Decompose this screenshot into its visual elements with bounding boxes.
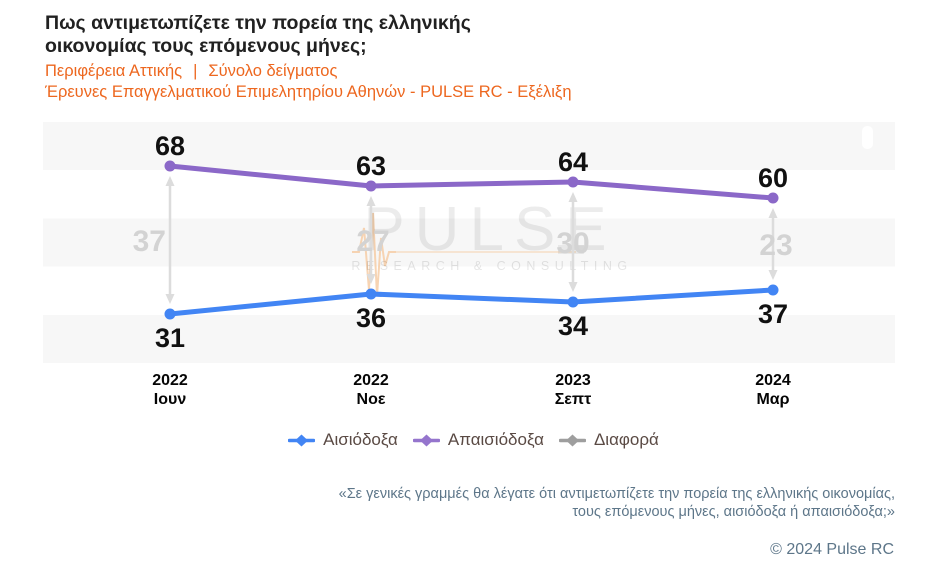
legend-label: Αισιόδοξα <box>323 430 398 449</box>
x-axis-label: 2022 Ιουν <box>115 371 225 409</box>
subtitle-filters: Περιφέρεια Αττικής | Σύνολο δείγματος <box>45 62 337 81</box>
page-title: Πως αντιμετωπίζετε την πορεία της ελληνι… <box>45 12 471 57</box>
page-title-line1: Πως αντιμετωπίζετε την πορεία της ελληνι… <box>45 12 471 34</box>
optimistic-point[interactable] <box>567 296 579 308</box>
subtitle-separator: | <box>193 62 198 80</box>
pessimistic-point[interactable] <box>767 192 779 204</box>
x-axis-month: Νοε <box>356 391 386 408</box>
x-axis-month: Ιουν <box>153 391 187 408</box>
subtitle-source: Έρευνες Επαγγελματικού Επιμελητηρίου Αθη… <box>45 83 572 101</box>
legend-item-pessimistic[interactable]: Απαισιόδοξα <box>412 430 544 450</box>
legend-marker-icon <box>412 434 440 446</box>
optimistic-point[interactable] <box>767 284 779 296</box>
legend-marker-icon <box>288 434 316 446</box>
survey-question-line1: «Σε γενικές γραμμές θα λέγατε ότι αντιμε… <box>338 486 895 502</box>
x-axis-year: 2022 <box>152 372 188 389</box>
legend: Αισιόδοξα Απαισιόδοξα Διαφορά <box>0 430 947 450</box>
x-axis-year: 2024 <box>755 372 791 389</box>
survey-question: «Σε γενικές γραμμές θα λέγατε ότι αντιμε… <box>339 486 895 521</box>
legend-label: Απαισιόδοξα <box>447 430 544 449</box>
plot-area <box>43 122 895 363</box>
subtitle-sample: Σύνολο δείγματος <box>208 62 338 80</box>
x-axis-month: Σεπτ <box>554 391 592 408</box>
subtitle-region: Περιφέρεια Αττικής <box>45 62 183 80</box>
chart-menu-icon[interactable] <box>862 126 873 149</box>
x-axis-year: 2022 <box>353 372 389 389</box>
legend-marker-icon <box>558 434 586 446</box>
x-axis-month: Μαρ <box>756 391 790 408</box>
x-axis-label: 2022 Νοε <box>316 371 426 409</box>
copyright: © 2024 Pulse RC <box>770 541 894 558</box>
page-title-line2: οικονομίας τους επόμενους μήνες; <box>45 34 367 57</box>
optimistic-point[interactable] <box>365 288 377 300</box>
optimistic-point[interactable] <box>164 308 176 320</box>
legend-item-difference[interactable]: Διαφορά <box>558 430 659 450</box>
pessimistic-point[interactable] <box>567 176 579 188</box>
pessimistic-point[interactable] <box>365 180 377 192</box>
survey-question-line2: τους επόμενους μήνες, αισιόδοξα ή απαισι… <box>572 503 895 520</box>
x-axis-label: 2023 Σεπτ <box>518 371 628 409</box>
legend-item-optimistic[interactable]: Αισιόδοξα <box>288 430 398 450</box>
x-axis-label: 2024 Μαρ <box>718 371 828 409</box>
pessimistic-point[interactable] <box>164 160 176 172</box>
x-axis-year: 2023 <box>555 372 591 389</box>
legend-label: Διαφορά <box>593 430 659 449</box>
